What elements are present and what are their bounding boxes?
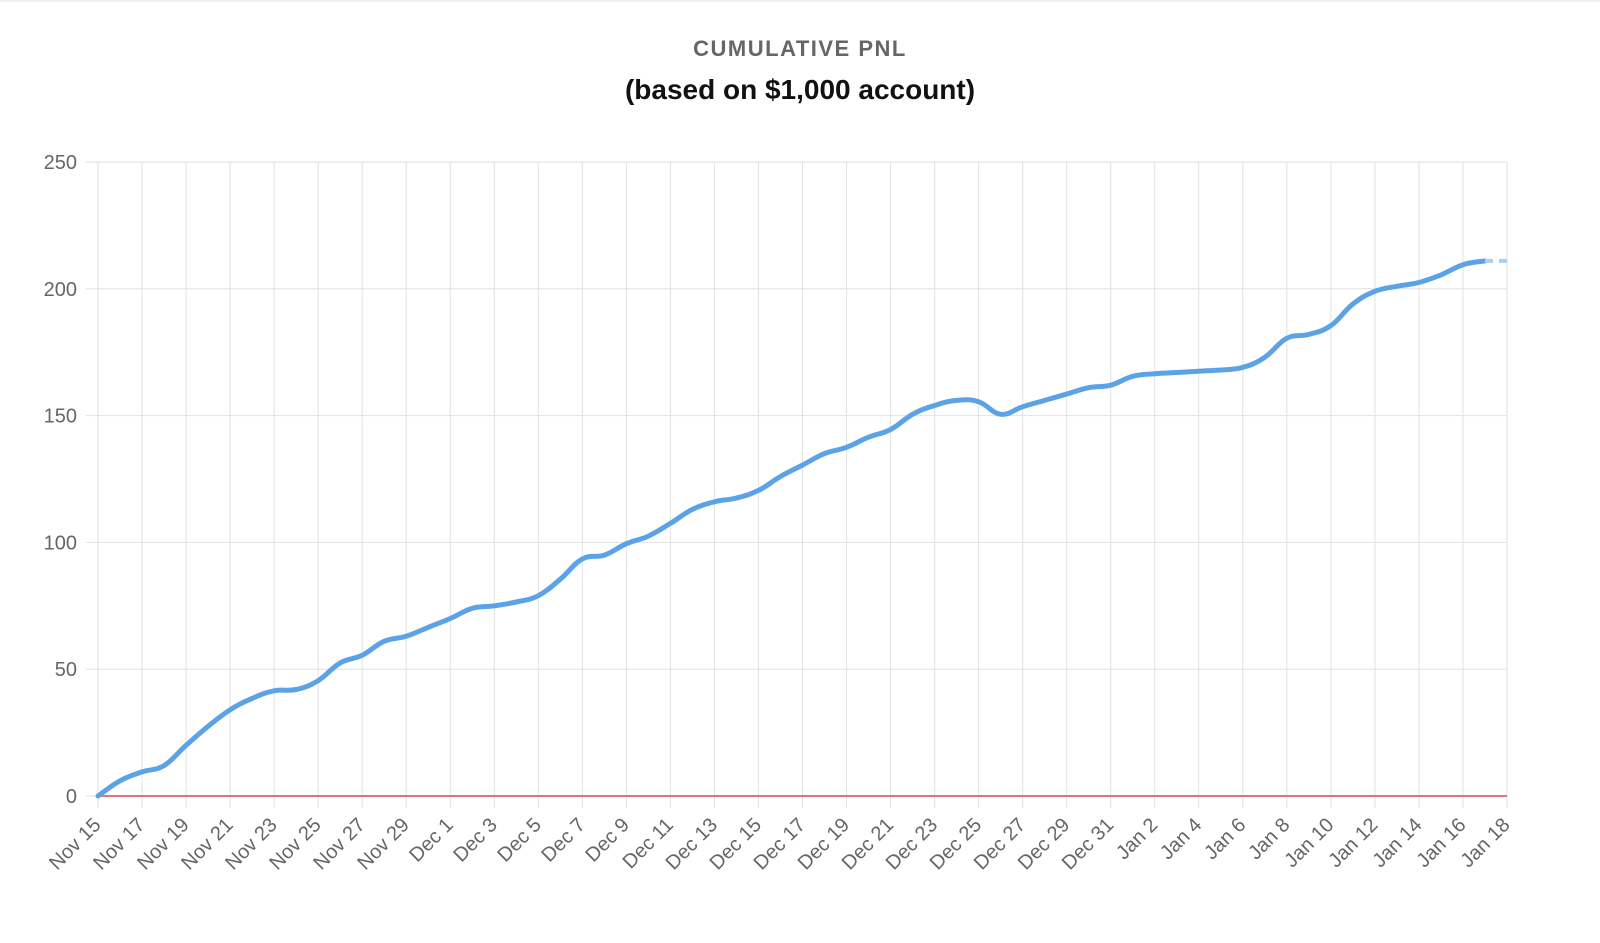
x-tick-label: Jan 6 [1200, 814, 1250, 864]
x-tick-label: Dec 5 [493, 814, 546, 867]
x-tick-label: Jan 12 [1324, 814, 1382, 872]
x-tick-label: Jan 16 [1412, 814, 1470, 872]
x-tick-label: Dec 3 [449, 814, 502, 867]
chart-subtitle: (based on $1,000 account) [624, 74, 976, 105]
x-tick-label: Dec 7 [537, 814, 590, 867]
x-tick-label: Jan 2 [1112, 814, 1162, 864]
grid [86, 161, 1508, 808]
y-tick-label: 250 [44, 152, 77, 174]
series-layer [95, 258, 1507, 799]
y-tick-label: 100 [44, 532, 77, 554]
pnl-series-line [95, 258, 1488, 799]
x-tick-label: Jan 18 [1457, 814, 1515, 872]
y-tick-label: 50 [55, 659, 77, 681]
chart-title: CUMULATIVE PNL [693, 36, 907, 61]
y-tick-label: 200 [44, 279, 77, 301]
x-tick-label: Jan 10 [1280, 814, 1338, 872]
y-tick-label: 0 [66, 786, 77, 808]
y-tick-label: 150 [44, 406, 77, 428]
x-tick-label: Jan 14 [1368, 814, 1426, 872]
top-border [0, 0, 1600, 2]
x-tick-label: Dec 1 [405, 814, 458, 867]
x-tick-label: Jan 4 [1156, 814, 1206, 864]
